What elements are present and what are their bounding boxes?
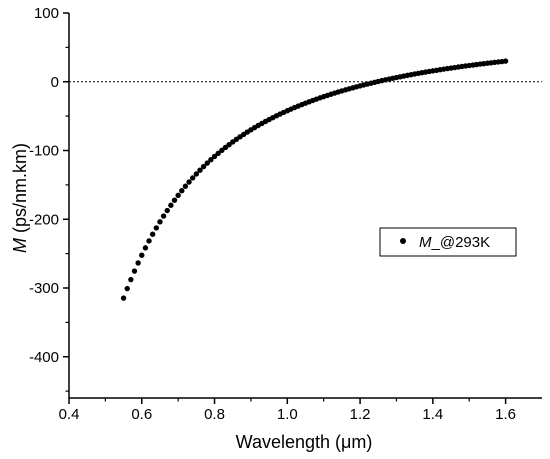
data-point [222,144,229,151]
series-points [120,58,509,301]
y-tick-label: -400 [29,349,59,366]
data-point [171,197,178,203]
data-point [153,225,160,231]
legend-label: M_@293K [419,234,490,251]
data-point [215,150,221,157]
data-point [211,153,218,160]
legend-label-rest: _@293K [431,234,491,251]
y-tick-label: -200 [29,211,59,228]
data-point [219,147,225,154]
data-point [131,268,138,274]
x-tick-label: 1.4 [422,406,443,423]
y-axis-title-rest: (ps/nm.km) [10,143,30,238]
x-axis-title: Wavelength (μm) [236,432,373,452]
data-point [120,295,127,301]
x-tick-label: 1.2 [350,406,371,423]
y-axis-title: M (ps/nm.km) [10,143,30,253]
data-point [135,260,141,266]
data-point [193,171,200,177]
data-point [128,276,134,283]
data-point [124,285,130,292]
data-point [190,175,196,181]
legend-label-italic: M [419,234,432,251]
y-axis-title-italic: M [10,238,30,253]
data-point [157,219,163,225]
data-point [204,160,210,166]
data-point [160,213,167,219]
y-tick-label: -100 [29,143,59,160]
x-tick-label: 0.4 [59,406,80,423]
data-point [168,202,174,208]
data-point [197,167,203,173]
data-point [146,238,152,244]
x-tick-label: 0.8 [204,406,225,423]
plot-frame [68,13,542,399]
y-tick-label: 100 [34,5,59,22]
data-point [164,207,170,214]
x-tick-label: 1.0 [277,406,298,423]
x-tick-label: 0.6 [131,406,152,423]
legend-marker [400,238,406,244]
data-point [139,252,145,258]
x-axis-ticks: 0.4 0.6 0.8 1.0 1.2 1.4 1.6 [59,398,516,423]
data-point [208,157,214,163]
y-tick-label: 0 [51,74,59,91]
data-point [142,245,149,251]
data-point [175,192,181,199]
y-tick-label: -300 [29,280,59,297]
legend: M_@293K [379,227,517,257]
data-point [502,58,509,64]
data-point [149,231,156,237]
data-point [182,183,189,189]
x-tick-label: 1.6 [495,406,516,423]
data-point [179,188,185,194]
data-point [186,179,192,185]
data-point [200,163,207,170]
y-axis-ticks: 100 0 -100 -200 -300 -400 [29,5,69,392]
